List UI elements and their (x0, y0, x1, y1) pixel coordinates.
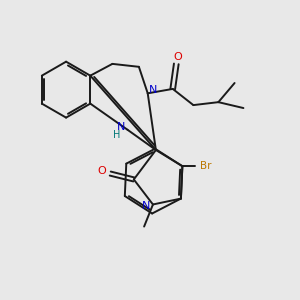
Text: Br: Br (200, 161, 211, 171)
Text: N: N (117, 122, 125, 132)
Text: O: O (98, 166, 106, 176)
Text: H: H (112, 130, 120, 140)
Text: N: N (142, 201, 151, 211)
Text: O: O (173, 52, 182, 61)
Text: N: N (149, 85, 157, 95)
